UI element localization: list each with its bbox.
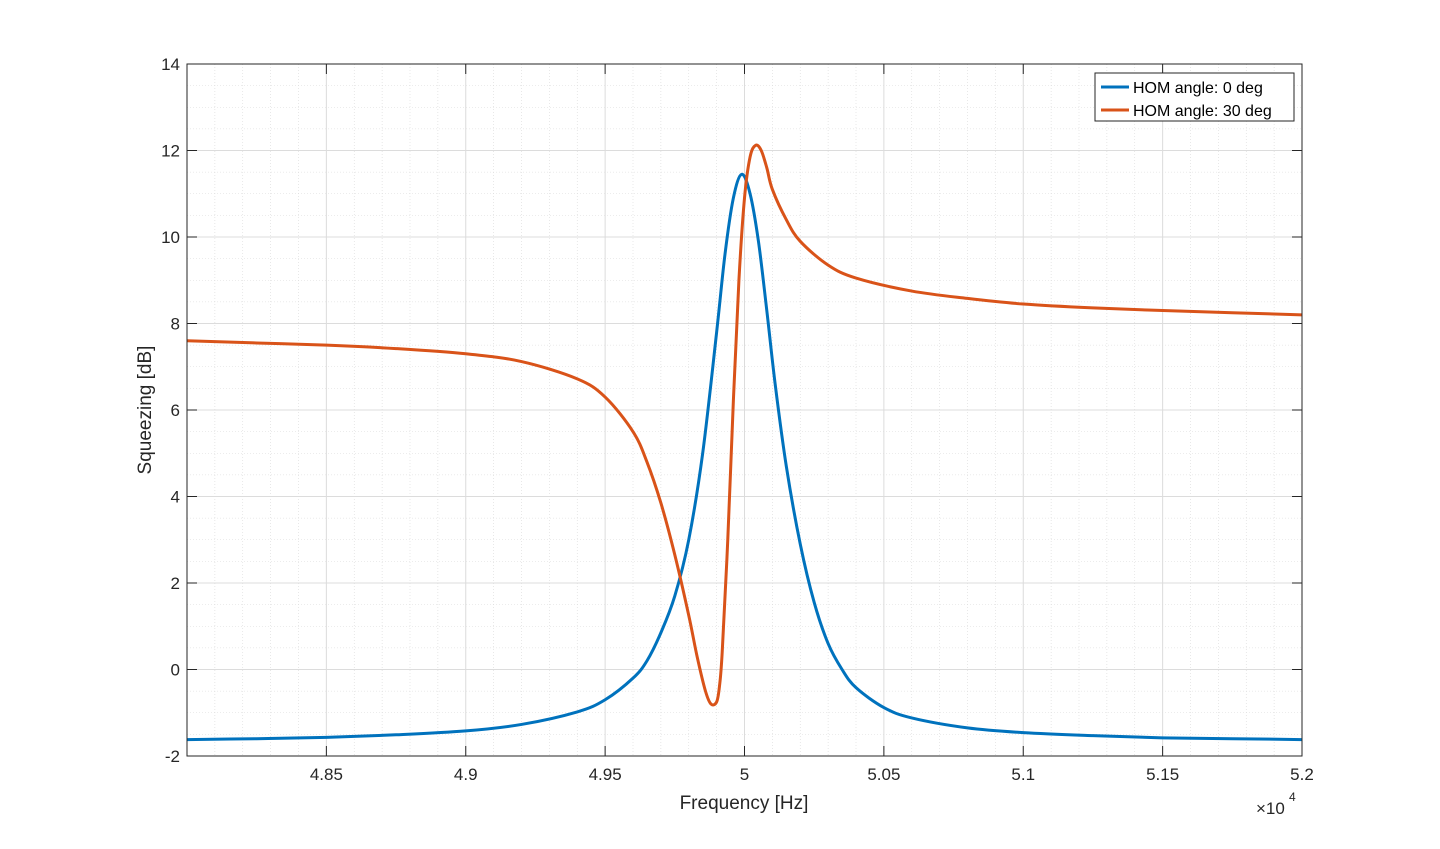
x-tick-label: 4.95 xyxy=(589,765,622,784)
x-exponent-base: ×10 xyxy=(1256,799,1285,818)
legend-box xyxy=(1094,72,1295,122)
x-tick-label: 5 xyxy=(740,765,749,784)
legend: HOM angle: 0 deg HOM angle: 30 deg xyxy=(1094,72,1295,122)
legend-label-hom-0: HOM angle: 0 deg xyxy=(1133,80,1263,97)
series-layer xyxy=(187,143,1302,742)
y-tick-label: 12 xyxy=(161,142,180,161)
y-tick-label: 6 xyxy=(171,401,180,420)
tick-labels: 4.85 4.9 4.95 5 5.05 5.1 5.15 5.2 -2 0 2 4 6 8 10 12 14 xyxy=(161,55,1314,784)
y-tick-label: 14 xyxy=(161,55,180,74)
series-line-hom-0 xyxy=(187,172,1302,742)
y-tick-label: 4 xyxy=(171,488,180,507)
x-tick-label: 5.1 xyxy=(1011,765,1035,784)
tick-marks xyxy=(187,63,1303,757)
x-tick-label: 4.9 xyxy=(454,765,478,784)
y-tick-label: 8 xyxy=(171,315,180,334)
x-tick-label: 5.15 xyxy=(1146,765,1179,784)
legend-label-hom-30: HOM angle: 30 deg xyxy=(1133,103,1272,120)
x-axis-label: Frequency [Hz] xyxy=(680,793,809,814)
x-exponent-power: 4 xyxy=(1289,790,1296,804)
x-tick-label: 5.2 xyxy=(1290,765,1314,784)
x-exponent: ×10 4 xyxy=(1256,790,1296,818)
x-tick-label: 4.85 xyxy=(310,765,343,784)
y-tick-label: 10 xyxy=(161,228,180,247)
series-line-hom-30 xyxy=(187,143,1302,707)
y-axis-label: Squeezing [dB] xyxy=(135,346,156,475)
y-tick-label: 0 xyxy=(171,661,180,680)
y-tick-label: 2 xyxy=(171,574,180,593)
y-tick-label: -2 xyxy=(165,747,180,766)
x-tick-label: 5.05 xyxy=(867,765,900,784)
